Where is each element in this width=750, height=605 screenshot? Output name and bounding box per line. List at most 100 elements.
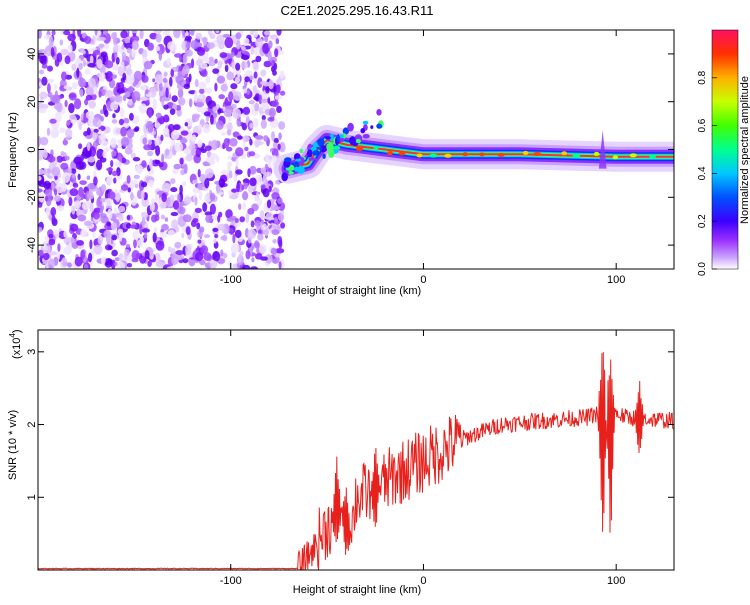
noise-blob [104,109,109,118]
spectrogram-y-tick-label: 0 [26,146,38,152]
noise-blob [203,111,211,117]
noise-blob [265,254,273,264]
noise-blob [56,155,63,163]
noise-blob [272,239,277,244]
noise-blob [242,135,250,143]
noise-blob [199,226,205,233]
noise-blob [183,163,188,175]
noise-blob [154,159,161,165]
noise-blob [154,192,159,202]
noise-blob [134,165,144,173]
noise-blob [60,151,65,157]
noise-blob [70,237,75,244]
noise-blob [99,156,107,163]
noise-blob [247,168,251,178]
noise-blob [44,189,53,198]
noise-blob [271,229,280,236]
noise-blob [38,181,48,187]
noise-blob [216,75,226,84]
noise-blob [114,207,118,215]
spectrogram-y-axis-label: Frequency (Hz) [7,112,19,188]
noise-blob [228,91,234,102]
noise-blob [121,52,127,61]
noise-blob [183,196,192,205]
noise-blob [87,156,96,163]
noise-blob [212,68,220,74]
noise-blob [155,45,160,52]
snr-series-line [38,352,674,570]
noise-blob [175,75,184,84]
noise-blob [256,198,263,206]
noise-blob [236,117,242,127]
noise-blob [270,247,277,255]
spectrogram-heatmap [38,30,674,269]
spectrogram-y-tick-label: 20 [26,96,38,108]
ridge-hotspot [522,150,529,155]
noise-blob [204,211,213,216]
noise-blob [205,114,210,123]
noise-blob [122,94,127,102]
noise-blob [63,85,71,90]
colorbar-tick-label: 0.8 [697,70,708,84]
noise-blob [251,257,255,263]
noise-blob [107,191,116,200]
noise-blob [170,178,176,184]
noise-blob [163,104,169,110]
noise-blob [43,252,50,261]
noise-blob [132,157,141,162]
noise-blob [224,64,229,73]
spectrogram-y-tick-label: 40 [26,48,38,60]
noise-blob [142,49,148,60]
noise-blob [172,200,180,210]
noise-blob [155,145,161,157]
noise-blob [59,39,64,46]
noise-blob [54,188,58,196]
spectrogram-ticks: -100 0 100 -40 -20 0 20 40 [26,30,674,286]
noise-blob [38,108,47,114]
noise-blob [235,62,241,71]
noise-blob [78,63,83,70]
noise-blob [188,98,193,108]
noise-blob [220,170,229,175]
noise-blob [212,251,221,262]
noise-blob [143,232,148,239]
noise-blob [120,184,129,191]
noise-blob [100,116,105,122]
noise-blob [77,173,81,180]
ridge-blob [295,158,302,162]
noise-blob [197,81,207,90]
noise-blob [49,118,57,124]
noise-blob [141,74,149,83]
noise-blob [60,48,69,56]
noise-blob [88,252,93,263]
noise-blob [167,229,175,236]
noise-blob [250,266,258,269]
noise-blob [112,113,116,119]
noise-blob [48,36,54,48]
noise-blob [56,102,63,113]
ridge-blob [325,136,331,140]
noise-blob [234,217,239,224]
noise-blob [128,85,134,94]
noise-blob [250,45,255,56]
noise-blob [118,253,124,262]
noise-blob [262,81,270,87]
noise-blob [112,44,122,53]
noise-blob [169,108,176,115]
noise-blob [173,30,181,39]
noise-blob [126,214,131,221]
noise-blob [173,169,179,175]
noise-blob [111,150,117,157]
noise-blob [127,187,131,193]
snr-y-tick-label: 1 [26,494,38,500]
ridge-hotspot [629,153,637,158]
noise-blob [204,168,214,179]
noise-blob [141,160,147,168]
noise-blob [205,75,211,84]
noise-blob [202,202,208,213]
noise-blob [235,32,242,40]
noise-blob [53,83,58,90]
noise-blob [69,223,79,232]
noise-blob [114,257,120,262]
noise-blob [212,106,218,112]
